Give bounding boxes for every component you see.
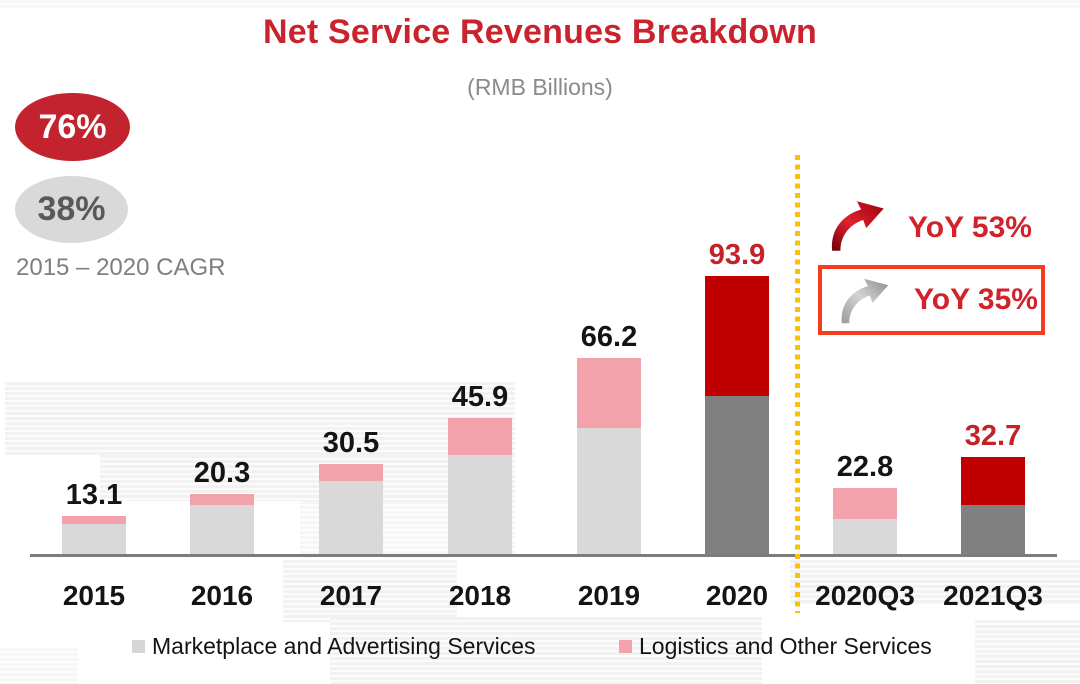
- bar-value-label-2015: 13.1: [65, 478, 123, 511]
- background-texture-patch: [975, 620, 1080, 684]
- x-axis-label-2015: 2015: [62, 580, 126, 611]
- annual-quarterly-divider-line: [795, 155, 800, 613]
- x-axis-label-2021Q3: 2021Q3: [943, 580, 1043, 611]
- bar-segment-marketplace: [190, 505, 254, 555]
- bar-segment-marketplace: [705, 396, 769, 555]
- cagr-period-label: 2015 – 2020 CAGR: [16, 254, 226, 281]
- x-axis-label-2018: 2018: [448, 580, 512, 611]
- page-title: Net Service Revenues Breakdown: [262, 13, 818, 51]
- bar-value-label-2019: 66.2: [580, 320, 638, 353]
- bar-segment-logistics: [319, 464, 383, 481]
- bar-segment-marketplace: [319, 481, 383, 555]
- cagr-badge-logistics-value: 76%: [38, 107, 107, 146]
- gray-growth-arrow-icon: [841, 278, 889, 324]
- bar-value-label-2016: 20.3: [193, 456, 251, 489]
- background-texture-patch: [100, 455, 515, 501]
- x-axis-label-2016: 2016: [190, 580, 254, 611]
- background-texture-patch: [330, 617, 762, 684]
- background-texture-patch: [283, 560, 457, 622]
- page-subtitle: (RMB Billions): [467, 74, 613, 100]
- bar-segment-marketplace: [62, 524, 126, 555]
- background-texture-patch: [0, 0, 1080, 8]
- background-texture-patch: [5, 382, 515, 455]
- bar-segment-logistics: [448, 418, 512, 455]
- bar-segment-logistics: [62, 516, 126, 524]
- cagr-badge-marketplace: 38%: [15, 176, 128, 243]
- bar-value-label-2021Q3: 32.7: [964, 419, 1022, 452]
- bar-value-label-2017: 30.5: [322, 426, 380, 459]
- legend-swatch-gray: [132, 640, 145, 653]
- yoy-53-label: YoY 53%: [908, 211, 1032, 244]
- bar-segment-marketplace: [577, 428, 641, 555]
- bar-segment-logistics: [190, 494, 254, 505]
- legend-label-marketplace: Marketplace and Advertising Services: [152, 633, 536, 659]
- legend-swatch-pink: [619, 640, 632, 653]
- bar-2015: [62, 516, 126, 555]
- yoy-annotation-2021q3: YoY 53%: [826, 197, 1046, 257]
- bar-value-label-2018: 45.9: [451, 380, 509, 413]
- legend-item-logistics: Logistics and Other Services: [619, 633, 932, 660]
- x-axis-label-2019: 2019: [577, 580, 641, 611]
- legend-item-marketplace: Marketplace and Advertising Services: [132, 633, 536, 660]
- x-axis-line: [30, 554, 1057, 557]
- yoy-annotation-2020q3-box: YoY 35%: [818, 265, 1045, 335]
- bar-2021Q3: [961, 457, 1025, 555]
- yoy-35-label: YoY 35%: [914, 283, 1038, 316]
- red-growth-arrow-icon: [831, 201, 884, 251]
- cagr-badge-logistics: 76%: [15, 93, 130, 161]
- x-axis-label-2020Q3: 2020Q3: [815, 580, 915, 611]
- bar-2020Q3: [833, 488, 897, 555]
- bar-segment-logistics: [961, 457, 1025, 505]
- background-texture-patch: [0, 648, 78, 684]
- x-axis-label-2020: 2020: [705, 580, 769, 611]
- bar-value-label-2020: 93.9: [708, 238, 766, 271]
- background-texture-patch: [790, 560, 1080, 605]
- bar-2016: [190, 494, 254, 555]
- bar-segment-logistics: [577, 358, 641, 428]
- bar-segment-marketplace: [448, 455, 512, 555]
- bar-2017: [319, 464, 383, 555]
- bar-2020: [705, 276, 769, 555]
- bar-segment-logistics: [705, 276, 769, 396]
- cagr-badge-marketplace-value: 38%: [37, 190, 106, 228]
- bar-2018: [448, 418, 512, 555]
- bar-value-label-2020Q3: 22.8: [836, 450, 894, 483]
- bar-segment-marketplace: [961, 505, 1025, 555]
- bar-segment-marketplace: [833, 519, 897, 555]
- bar-2019: [577, 358, 641, 555]
- x-axis-label-2017: 2017: [319, 580, 383, 611]
- legend-label-logistics: Logistics and Other Services: [639, 633, 932, 659]
- bar-segment-logistics: [833, 488, 897, 519]
